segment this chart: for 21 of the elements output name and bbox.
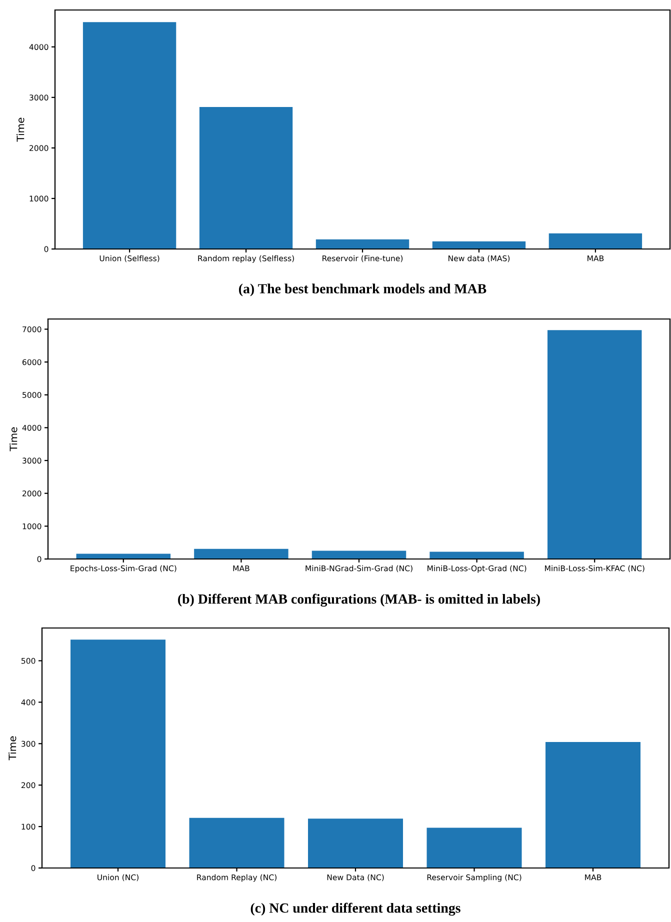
bar — [316, 239, 410, 249]
bar — [76, 554, 171, 559]
bar — [70, 640, 166, 868]
bar — [308, 818, 403, 868]
text: (a) The best benchmark models and MAB — [239, 284, 486, 296]
bar — [430, 552, 524, 559]
bar — [82, 22, 176, 249]
bar — [547, 330, 642, 559]
y-axis-title: Time — [10, 427, 18, 452]
text: (b) Different MAB configurations (MAB- is omitted in labels) — [178, 594, 540, 607]
bar — [194, 548, 288, 559]
bar — [199, 107, 293, 249]
bar — [546, 742, 640, 868]
bar — [548, 233, 642, 249]
text: (c) NC under different data settings — [250, 902, 460, 916]
bar — [312, 550, 406, 559]
bar — [432, 241, 526, 249]
y-axis-title: Time — [8, 736, 16, 760]
y-axis-title: Time — [16, 118, 24, 142]
bar — [189, 818, 284, 868]
bar — [426, 828, 522, 868]
